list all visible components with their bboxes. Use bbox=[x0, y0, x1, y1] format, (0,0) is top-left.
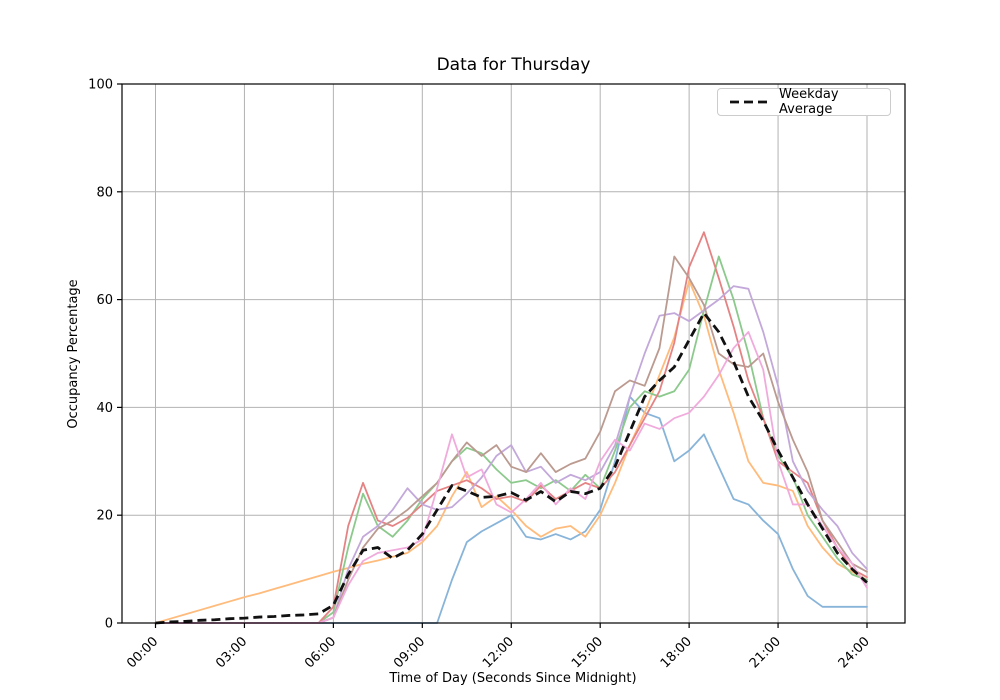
y-tick-label: 40 bbox=[96, 401, 113, 416]
x-tick-label: 06:00 bbox=[302, 634, 339, 671]
x-tick-label: 03:00 bbox=[213, 634, 250, 671]
y-tick-label: 100 bbox=[88, 78, 113, 93]
x-axis-label: Time of Day (Seconds Since Midnight) bbox=[389, 671, 637, 686]
legend: Weekday Average bbox=[717, 87, 891, 117]
y-tick-label: 60 bbox=[96, 293, 113, 308]
y-tick-label: 80 bbox=[96, 185, 113, 200]
x-tick-label: 00:00 bbox=[124, 634, 161, 671]
chart-title: Data for Thursday bbox=[436, 55, 591, 75]
x-tick-label: 21:00 bbox=[747, 634, 784, 671]
x-tick-label: 24:00 bbox=[836, 634, 873, 671]
y-axis-label: Occupancy Percentage bbox=[66, 279, 81, 429]
legend-dashed-line-sample bbox=[730, 100, 768, 104]
x-tick-label: 18:00 bbox=[658, 634, 695, 671]
plot-border bbox=[121, 83, 906, 624]
legend-label: Weekday Average bbox=[779, 87, 839, 117]
x-tick-label: 09:00 bbox=[391, 634, 428, 671]
x-tick-label: 15:00 bbox=[569, 634, 606, 671]
weekday-average-line bbox=[155, 311, 868, 625]
y-tick-label: 20 bbox=[96, 509, 113, 524]
day-line-orange bbox=[154, 279, 868, 624]
x-tick-label: 12:00 bbox=[480, 634, 517, 671]
y-tick-label: 0 bbox=[105, 617, 113, 632]
